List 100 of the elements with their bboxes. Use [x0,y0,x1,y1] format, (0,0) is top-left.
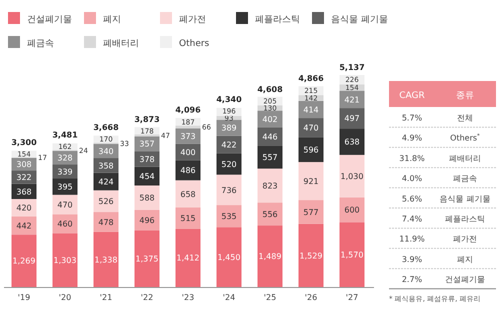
total-label: 3,873 [134,114,160,124]
legend-label: 폐금속 [27,39,54,49]
data-label: 368 [16,187,32,196]
bar [94,212,118,232]
total-label: 4,866 [298,74,324,84]
data-label: 486 [180,166,196,176]
legend-label: 음식물 폐기물 [331,15,388,25]
text: Others$^{*}$ [450,132,480,143]
text: 3.9% [402,254,423,264]
bar [298,118,324,138]
bar [298,162,324,200]
data-label: 357 [139,140,155,149]
data-label: 1,375 [136,254,158,264]
text: 11.9% [399,234,426,244]
x-tick-label: '23 [182,293,194,302]
text: 종류 [456,91,474,101]
data-label: 470 [303,124,319,133]
data-label: 1,303 [54,256,76,265]
bar [176,160,200,180]
total-label: 3,300 [11,138,38,147]
text: CAGR [399,91,425,101]
bar [176,180,200,208]
data-label: 823 [262,181,278,190]
bar [134,151,160,167]
data-label: 420 [16,204,32,213]
data-label: 328 [57,154,73,163]
data-label: 340 [98,146,114,156]
x-tick-label: '19 [18,293,30,302]
bar [176,228,200,287]
text: 폐금속 [453,174,477,184]
text: 폐가전 [453,234,477,244]
bar [12,234,36,287]
bar [258,202,282,226]
data-label: 535 [221,212,237,221]
text: 5.6% [402,194,423,204]
x-tick-label: '22 [140,293,154,302]
data-label: 658 [180,190,196,199]
data-label: 736 [221,186,237,195]
data-label: 1,570 [340,250,364,260]
bar [258,168,282,203]
data-label: 358 [98,161,114,170]
legend-label: 폐지 [103,15,121,25]
data-label: 1,529 [300,251,322,260]
bar [176,126,200,128]
text: 전체 [457,114,473,122]
data-label: 515 [180,214,196,223]
data-label: 421 [344,95,360,104]
data-label: 460 [57,220,73,229]
data-label: 520 [221,160,237,169]
bar [216,227,242,287]
bar [340,154,364,198]
bar [340,197,364,222]
bar [340,108,364,129]
legend-label: Others [179,39,210,49]
total-label: 4,096 [175,106,202,115]
legend-label: 폐배터리 [103,39,139,49]
bar [94,232,118,287]
bar [298,200,324,224]
x-tick-label: '27 [346,293,358,302]
data-label: 414 [303,105,319,114]
data-label: 588 [139,194,155,203]
data-label: 446 [262,132,278,142]
data-label: 556 [262,210,278,219]
bar [216,153,242,175]
data-label: 596 [303,146,319,155]
data-label: 400 [180,148,196,157]
total-label: 5,137 [339,63,365,72]
bar [340,222,364,287]
data-label: 470 [57,200,73,210]
total-label: 3,481 [52,130,78,140]
text: 폐지 [457,254,473,264]
text: 폐배터리 [449,154,481,163]
data-label: 638 [344,138,360,147]
bar [340,90,364,108]
data-label: 442 [16,221,32,230]
data-label: 497 [344,114,360,124]
bar [298,137,324,162]
data-label: 373 [180,132,196,141]
data-label: 454 [139,172,155,182]
bar [134,186,160,210]
total-label: 3,668 [93,123,120,132]
data-label: 600 [344,206,360,215]
data-label: 478 [98,218,114,227]
bar [12,199,36,216]
data-label: 1,030 [340,172,364,182]
data-label: 308 [16,160,32,170]
data-label: 921 [303,176,319,186]
text: 4.9% [402,134,423,143]
data-label: 422 [221,140,237,150]
data-label: 1,489 [258,252,282,262]
bar [52,233,78,287]
legend-label: 폐가전 [179,15,206,25]
bar [340,128,364,155]
bar [216,174,242,206]
x-tick-label: '24 [222,293,236,302]
data-label: 378 [139,154,155,164]
bar [94,190,118,212]
x-tick-label: '25 [264,293,276,302]
data-label: 557 [262,153,278,162]
data-label: 322 [16,173,32,182]
